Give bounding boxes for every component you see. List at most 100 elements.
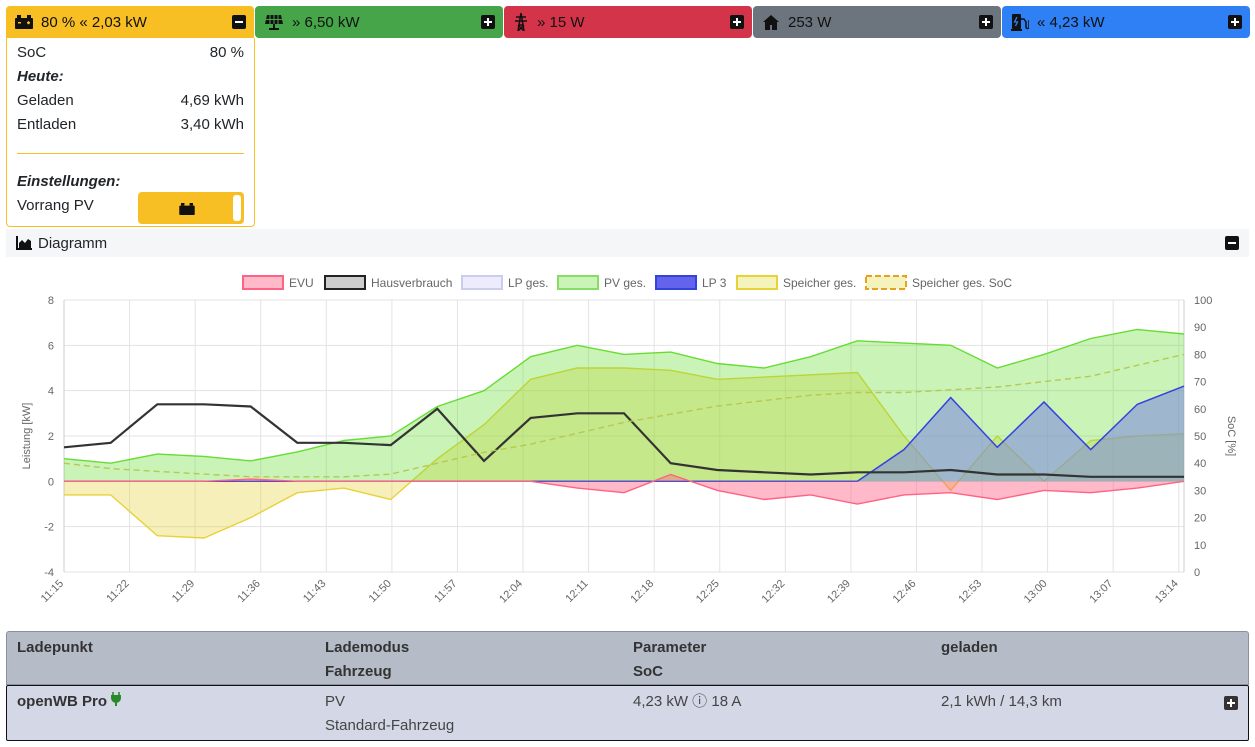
pv-priority-toggle[interactable] (138, 192, 244, 224)
series-line-evu (64, 473, 1185, 505)
pv-tile[interactable]: » 6,50 kW (255, 6, 503, 38)
x-tick-label: 13:14 (1153, 578, 1181, 606)
expand-house-button[interactable] (979, 15, 993, 29)
charge-mode: PV (325, 693, 346, 710)
series-area-speicher-ges- (64, 368, 1184, 538)
expand-row-button[interactable] (1224, 696, 1238, 710)
y2-tick-label: 0 (1194, 567, 1200, 579)
divider (17, 153, 244, 154)
battery-icon (179, 202, 195, 219)
chargepoint-name-text: openWB Pro (17, 693, 107, 710)
discharged-row: Entladen 3,40 kWh (17, 113, 244, 137)
legend-swatch (461, 275, 503, 290)
legend-label: Hausverbrauch (371, 276, 452, 290)
x-tick-label: 12:53 (956, 578, 984, 606)
legend-swatch (736, 275, 778, 290)
battery-tile[interactable]: 80 % « 2,03 kW (6, 6, 254, 38)
x-tick-label: 11:43 (301, 578, 328, 605)
series-line-speicher-ges- (64, 367, 1185, 539)
discharged-label: Entladen (17, 116, 77, 133)
x-tick-label: 12:32 (759, 578, 787, 606)
legend-label: LP 3 (702, 276, 727, 290)
y-tick-label: 0 (48, 476, 54, 488)
chargepoint-tile[interactable]: « 4,23 kW (1002, 6, 1250, 38)
table-row[interactable]: openWB Pro PV Standard-Fahrzeug 4,23 kW … (6, 685, 1249, 741)
x-tick-label: 12:04 (497, 578, 525, 606)
diagram-title: Diagramm (38, 234, 108, 252)
legend-swatch (242, 275, 284, 290)
expand-chargepoint-button[interactable] (1228, 15, 1242, 29)
plug-icon (111, 690, 122, 714)
x-tick-label: 12:39 (825, 578, 853, 606)
chargepoint-table: Ladepunkt Lademodus Fahrzeug Parameter S… (6, 631, 1249, 741)
series-line-speicher-ges-soc (63, 353, 1185, 478)
legend-label: EVU (289, 276, 314, 290)
table-header: Ladepunkt Lademodus Fahrzeug Parameter S… (6, 631, 1249, 685)
x-tick-label: 11:15 (39, 578, 66, 605)
today-heading: Heute: (17, 65, 244, 89)
legend-swatch (655, 275, 697, 290)
y2-tick-label: 20 (1194, 513, 1206, 525)
discharged-value: 3,40 kWh (180, 116, 244, 133)
y-axis-title: Leistung [kW] (21, 403, 33, 470)
y-tick-label: 6 (48, 340, 54, 352)
y2-axis-title: SoC [%] (1225, 416, 1237, 456)
collapse-diagram-button[interactable] (1225, 236, 1239, 250)
diagram-header[interactable]: Diagramm (6, 229, 1249, 257)
expand-grid-button[interactable] (730, 15, 744, 29)
x-tick-label: 13:00 (1022, 578, 1050, 606)
series-line-lp-3 (64, 385, 1185, 482)
legend-swatch (865, 275, 907, 290)
series-area-lp-ges- (64, 386, 1184, 482)
collapse-battery-button[interactable] (232, 15, 246, 29)
legend-swatch (557, 275, 599, 290)
toggle-knob (233, 195, 241, 221)
y2-tick-label: 70 (1194, 377, 1206, 389)
today-heading-text: Heute: (17, 68, 64, 85)
legend-label: Speicher ges. (783, 276, 856, 290)
battery-icon (15, 15, 33, 29)
soc-value: 80 % (209, 44, 244, 61)
settings-heading-text: Einstellungen: (17, 173, 121, 190)
pv-tile-value: » 6,50 kW (292, 13, 360, 31)
y2-tick-label: 90 (1194, 322, 1206, 334)
soc-label: SoC (17, 44, 47, 61)
series-line-hausverbrauch (63, 403, 1184, 478)
header-soc: SoC (633, 663, 663, 680)
y-tick-label: 2 (48, 431, 54, 443)
priority-row: Vorrang PV (17, 194, 244, 218)
area-chart-icon (16, 236, 32, 250)
priority-label: Vorrang PV (17, 197, 94, 214)
header-ladepunkt: Ladepunkt (17, 639, 93, 656)
vehicle-name: Standard-Fahrzeug (325, 717, 455, 734)
power-chart: 8 6 4 2 0 -2 -4 100 90 80 70 60 50 40 30 20 10 0 11:15 11:2… (6, 258, 1249, 628)
x-tick-label: 11:57 (432, 578, 459, 605)
battery-detail-panel: SoC 80 % Heute: Geladen 4,69 kWh Entlade… (6, 38, 255, 227)
x-tick-label: 11:36 (235, 578, 262, 605)
power-pylon-icon (513, 13, 529, 31)
header-parameter: Parameter (633, 639, 707, 656)
y2-tick-label: 80 (1194, 349, 1206, 361)
y2-tick-label: 40 (1194, 458, 1206, 470)
solar-panel-icon (264, 14, 284, 30)
x-tick-label: 13:07 (1087, 578, 1115, 606)
x-tick-label: 11:22 (104, 578, 131, 605)
battery-tile-value: 80 % « 2,03 kW (41, 13, 147, 31)
x-tick-label: 12:11 (563, 578, 590, 605)
house-tile[interactable]: 253 W (753, 6, 1001, 38)
y2-tick-label: 10 (1194, 540, 1206, 552)
house-tile-value: 253 W (788, 13, 832, 31)
grid-tile[interactable]: » 15 W (504, 6, 752, 38)
charged-amount: 2,1 kWh / 14,3 km (941, 693, 1062, 710)
series-area-evu (64, 474, 1184, 504)
legend-label: Speicher ges. SoC (912, 276, 1012, 290)
legend-swatch (324, 275, 366, 290)
x-tick-label: 11:29 (170, 578, 197, 605)
y-tick-label: 4 (48, 386, 54, 398)
expand-pv-button[interactable] (481, 15, 495, 29)
y2-tick-label: 30 (1194, 485, 1206, 497)
y2-tick-label: 50 (1194, 431, 1206, 443)
settings-heading: Einstellungen: (17, 170, 244, 194)
x-tick-label: 12:25 (694, 578, 722, 606)
